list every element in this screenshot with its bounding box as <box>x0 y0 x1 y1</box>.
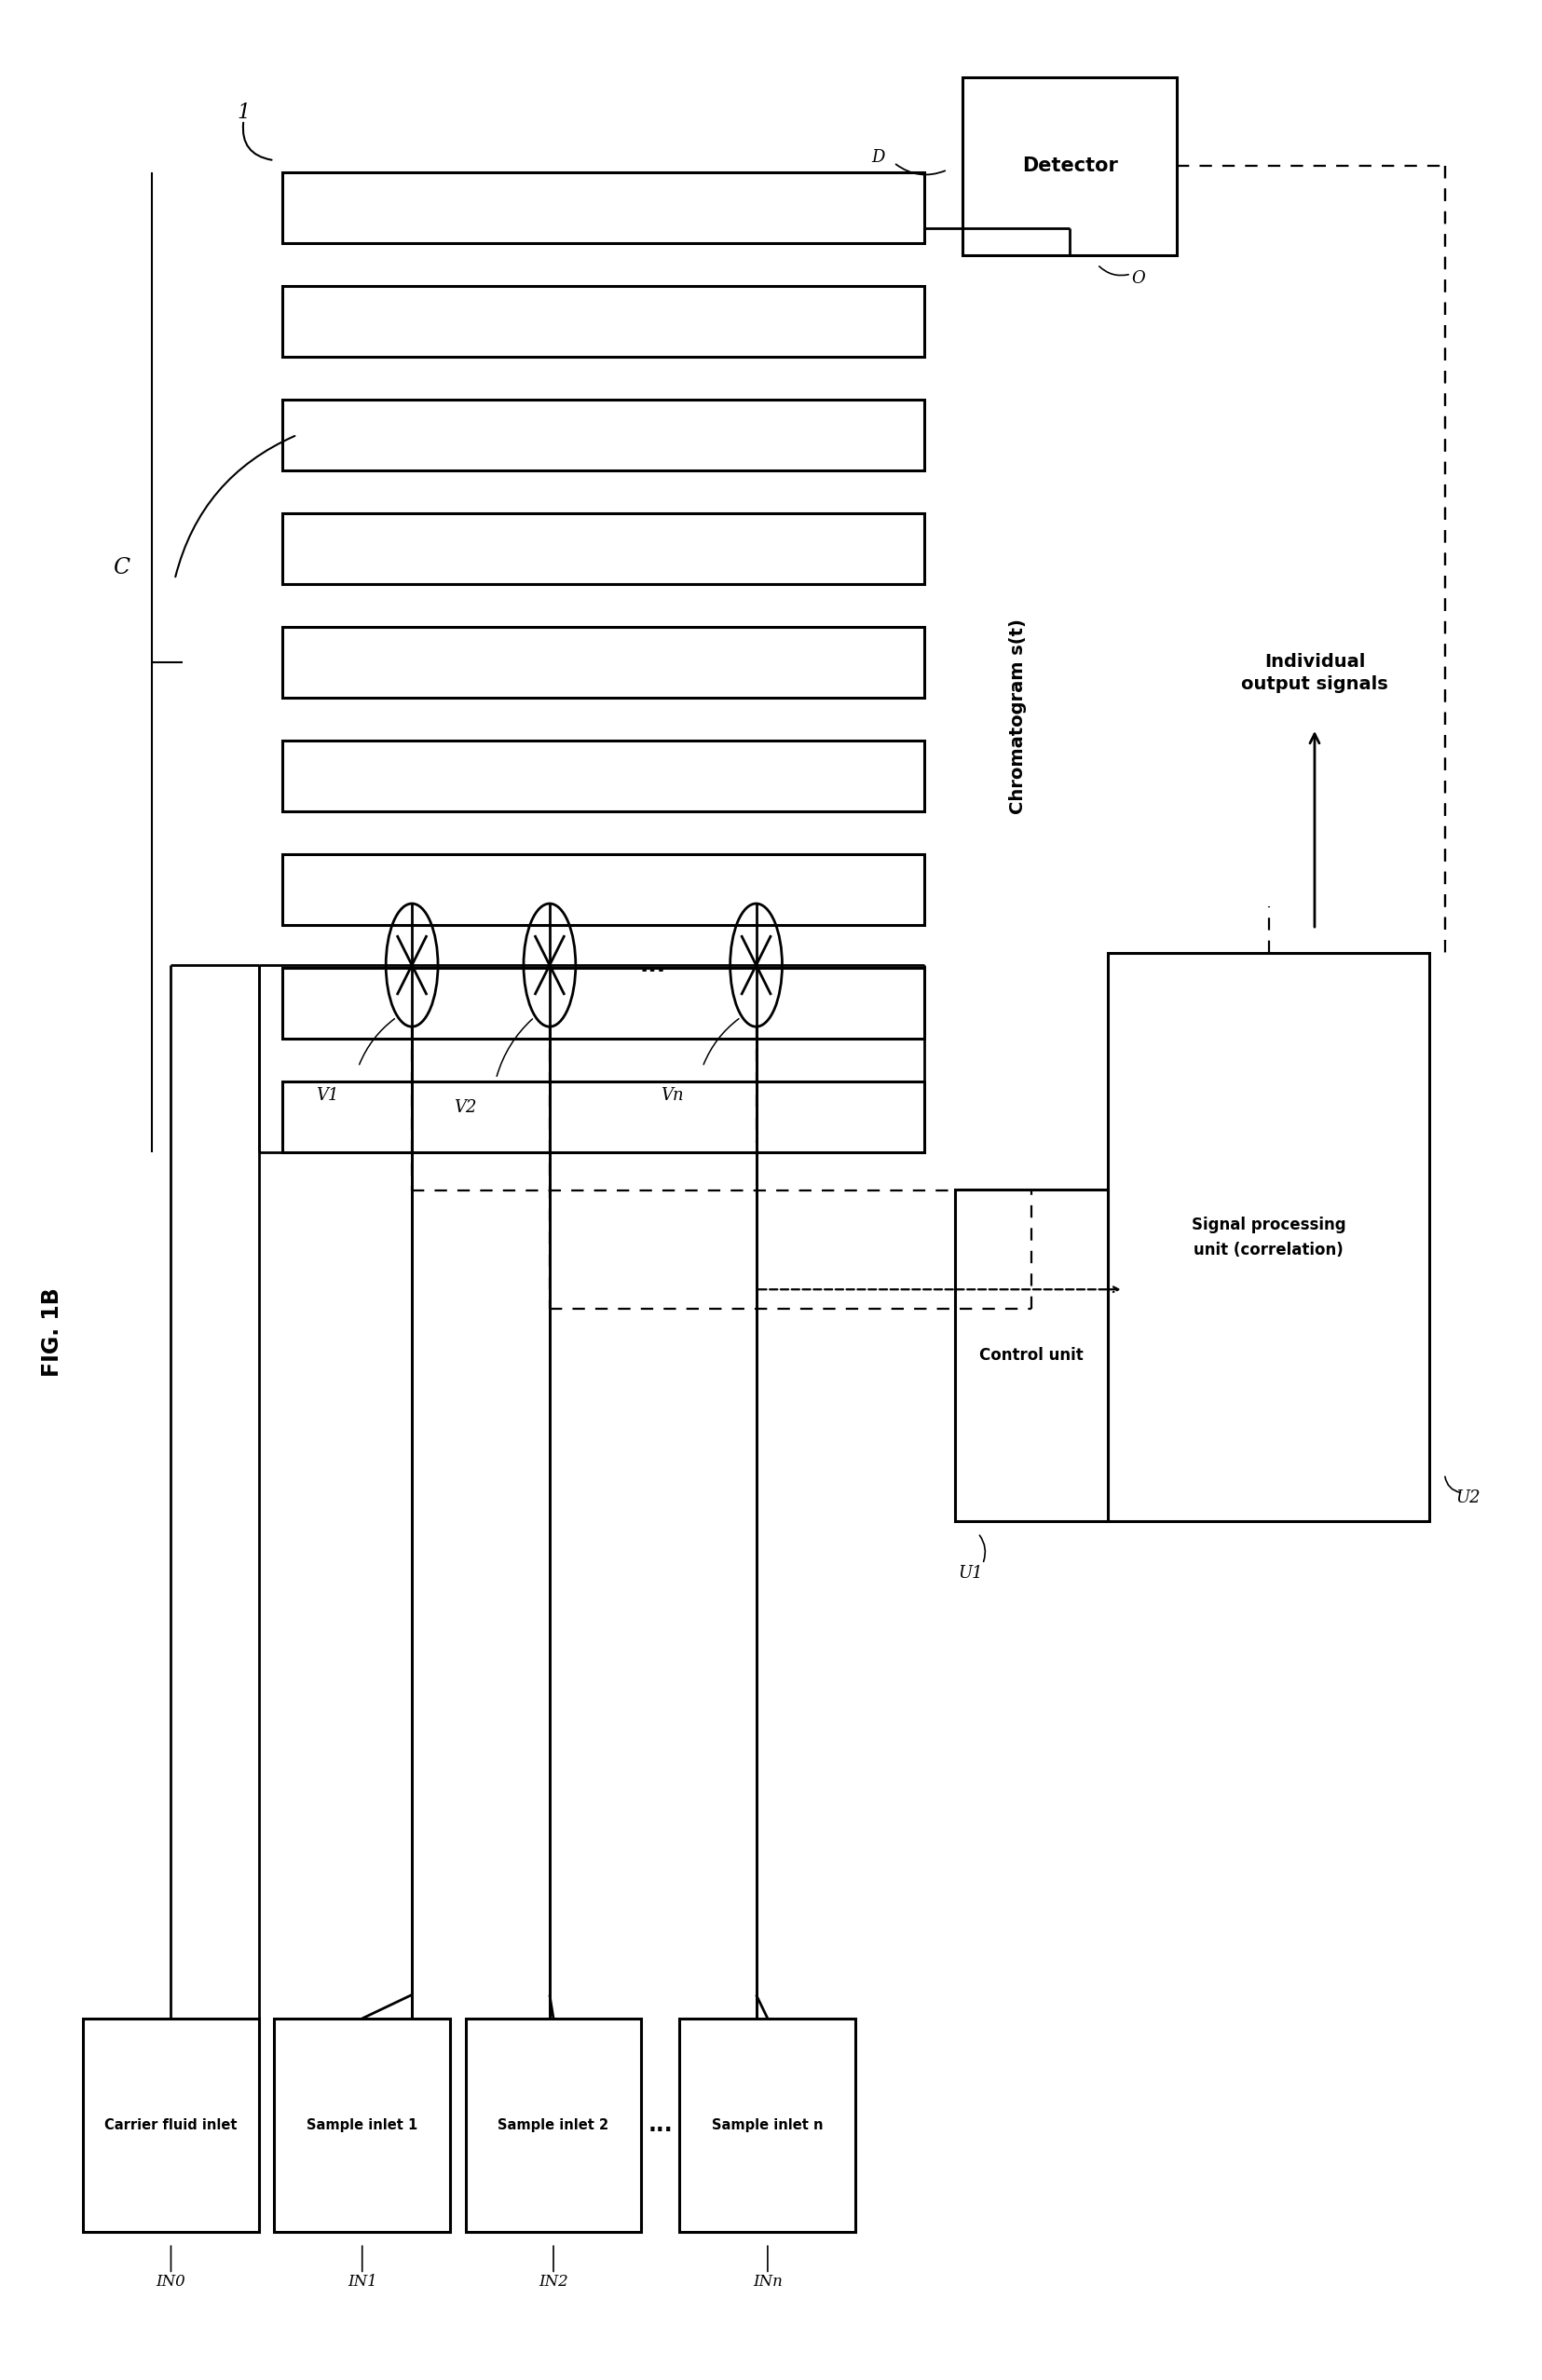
Text: IN0: IN0 <box>156 2275 185 2290</box>
Bar <box>274 2018 450 2232</box>
Text: V2: V2 <box>453 1100 476 1116</box>
Text: C: C <box>113 557 130 578</box>
Text: O: O <box>1132 271 1144 288</box>
Bar <box>282 400 924 471</box>
Bar <box>466 2018 641 2232</box>
Bar <box>282 1081 924 1152</box>
Text: IN2: IN2 <box>538 2275 567 2290</box>
Text: V1: V1 <box>316 1088 339 1104</box>
Bar <box>282 740 924 812</box>
Text: Chromatogram s(t): Chromatogram s(t) <box>1008 619 1025 814</box>
Text: Carrier fluid inlet: Carrier fluid inlet <box>105 2118 237 2132</box>
Text: D: D <box>871 150 885 167</box>
Text: U2: U2 <box>1454 1490 1479 1507</box>
Text: Detector: Detector <box>1021 157 1116 176</box>
Bar <box>282 514 924 583</box>
Text: Sample inlet n: Sample inlet n <box>711 2118 823 2132</box>
Bar <box>282 969 924 1038</box>
Bar <box>83 2018 259 2232</box>
Bar <box>282 286 924 357</box>
Bar <box>1107 954 1428 1521</box>
Text: Sample inlet 2: Sample inlet 2 <box>498 2118 609 2132</box>
Text: Individual
output signals: Individual output signals <box>1240 654 1388 693</box>
Text: FIG. 1B: FIG. 1B <box>42 1288 63 1376</box>
Text: Sample inlet 1: Sample inlet 1 <box>307 2118 418 2132</box>
Text: ...: ... <box>640 954 666 976</box>
Text: INn: INn <box>752 2275 782 2290</box>
Bar <box>954 1190 1107 1521</box>
Text: U1: U1 <box>958 1566 982 1583</box>
Bar <box>282 626 924 697</box>
Text: IN1: IN1 <box>347 2275 376 2290</box>
Text: Signal processing
unit (correlation): Signal processing unit (correlation) <box>1190 1216 1345 1259</box>
Text: Control unit: Control unit <box>979 1347 1082 1364</box>
Bar <box>282 171 924 243</box>
Bar <box>282 854 924 926</box>
Text: Vn: Vn <box>660 1088 683 1104</box>
Text: ...: ... <box>648 2113 672 2137</box>
Bar <box>680 2018 856 2232</box>
Text: 1: 1 <box>237 102 250 124</box>
Bar <box>962 79 1177 255</box>
